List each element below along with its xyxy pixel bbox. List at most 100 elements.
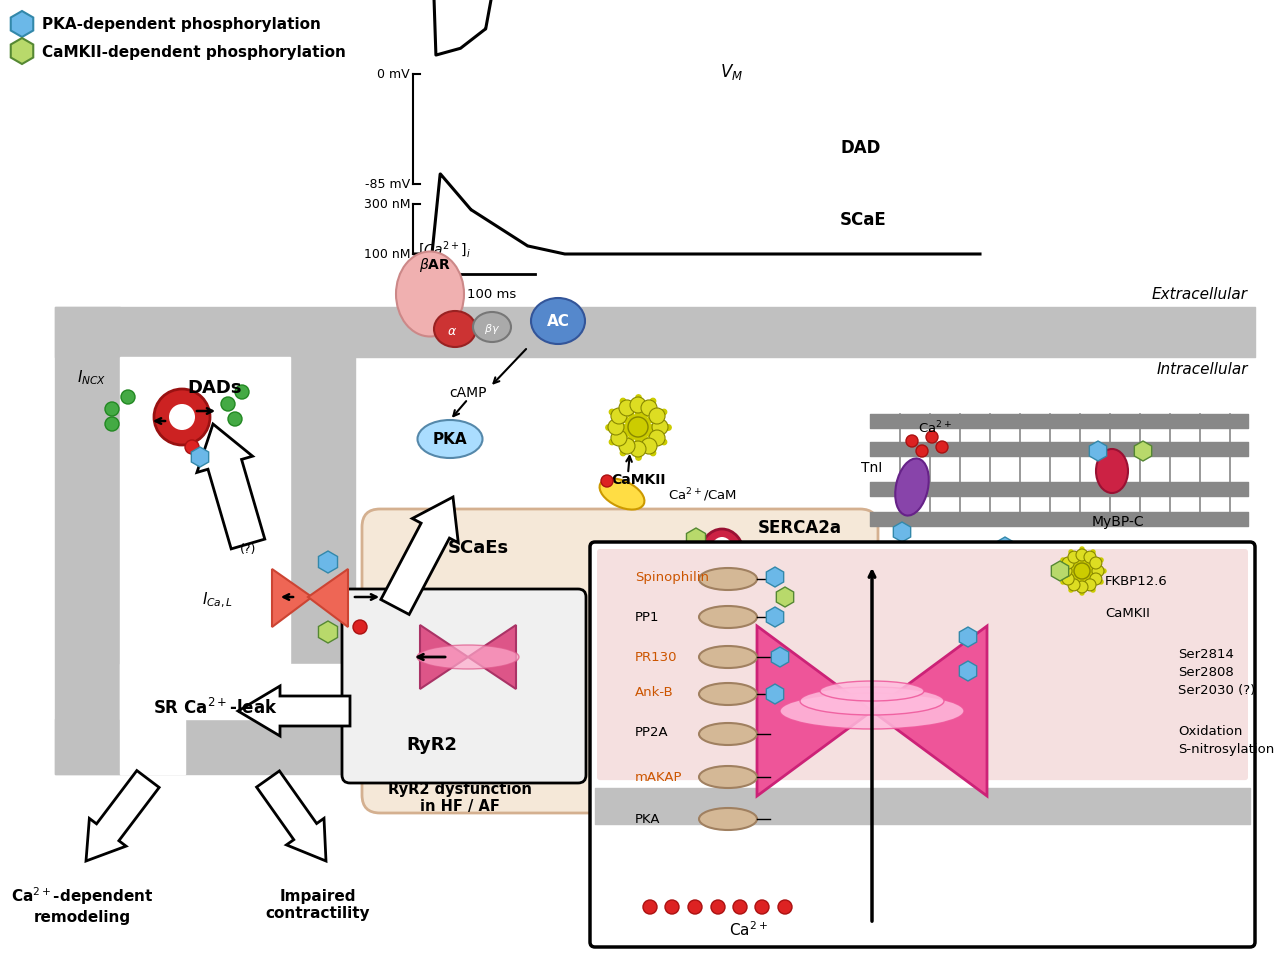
Text: S-nitrosylation: S-nitrosylation xyxy=(1178,743,1275,755)
Polygon shape xyxy=(191,448,209,467)
Text: FKBP12.6: FKBP12.6 xyxy=(1105,575,1167,588)
Circle shape xyxy=(1089,574,1102,585)
Text: Ser2814: Ser2814 xyxy=(1178,648,1234,661)
Polygon shape xyxy=(772,648,788,667)
Text: Extracellular: Extracellular xyxy=(1152,287,1248,302)
Ellipse shape xyxy=(474,312,511,343)
Text: 100 ms: 100 ms xyxy=(467,287,517,301)
Ellipse shape xyxy=(820,681,924,702)
Circle shape xyxy=(1068,579,1080,591)
Circle shape xyxy=(630,398,646,413)
Circle shape xyxy=(778,900,792,914)
Text: AC: AC xyxy=(547,314,570,330)
Circle shape xyxy=(628,418,648,437)
Text: PLB: PLB xyxy=(705,600,739,615)
Circle shape xyxy=(236,385,250,400)
Polygon shape xyxy=(959,661,977,681)
Ellipse shape xyxy=(699,568,756,590)
Text: PKA: PKA xyxy=(635,813,660,825)
Circle shape xyxy=(936,441,948,454)
Text: (?): (?) xyxy=(239,543,256,555)
Ellipse shape xyxy=(417,421,483,458)
Text: cAMP: cAMP xyxy=(449,385,486,400)
Circle shape xyxy=(649,431,666,447)
Ellipse shape xyxy=(710,537,733,570)
Polygon shape xyxy=(686,529,705,551)
Text: Ca$^{2+}$: Ca$^{2+}$ xyxy=(918,419,952,436)
Circle shape xyxy=(710,900,724,914)
Circle shape xyxy=(1062,574,1074,585)
Text: PKA-dependent phosphorylation: PKA-dependent phosphorylation xyxy=(42,17,321,33)
Text: Myofilaments: Myofilaments xyxy=(1000,560,1116,575)
Polygon shape xyxy=(1089,441,1107,461)
Polygon shape xyxy=(186,357,291,664)
Circle shape xyxy=(602,476,613,487)
Ellipse shape xyxy=(417,646,518,669)
Polygon shape xyxy=(55,308,120,775)
Ellipse shape xyxy=(895,459,929,516)
Circle shape xyxy=(353,621,367,634)
Circle shape xyxy=(906,435,918,448)
Circle shape xyxy=(925,431,938,444)
Circle shape xyxy=(611,431,627,447)
Ellipse shape xyxy=(434,311,476,348)
Text: DAD: DAD xyxy=(840,138,881,157)
Text: DADs: DADs xyxy=(188,379,242,397)
Text: $\beta$AR: $\beta$AR xyxy=(419,256,451,274)
Circle shape xyxy=(154,389,210,446)
Circle shape xyxy=(169,405,195,431)
Text: 100 nM: 100 nM xyxy=(364,248,410,261)
FancyArrow shape xyxy=(256,771,326,861)
Text: Ank-B: Ank-B xyxy=(635,686,673,699)
Text: Ser2030 (?): Ser2030 (?) xyxy=(1178,684,1256,697)
Text: Intracellular: Intracellular xyxy=(1157,362,1248,377)
Circle shape xyxy=(1074,563,1091,579)
Circle shape xyxy=(689,900,701,914)
FancyBboxPatch shape xyxy=(362,509,878,813)
Circle shape xyxy=(772,705,785,717)
Ellipse shape xyxy=(699,683,756,705)
Circle shape xyxy=(630,441,646,457)
Ellipse shape xyxy=(699,724,756,745)
Text: Oxidation: Oxidation xyxy=(1178,725,1243,738)
Ellipse shape xyxy=(531,299,585,345)
Text: Ca$^{2+}$: Ca$^{2+}$ xyxy=(736,682,774,701)
Ellipse shape xyxy=(699,647,756,668)
Polygon shape xyxy=(756,627,872,796)
Text: $\alpha$: $\alpha$ xyxy=(447,325,457,338)
Circle shape xyxy=(1076,550,1088,561)
Polygon shape xyxy=(308,570,348,628)
Text: Impaired
contractility: Impaired contractility xyxy=(266,888,370,921)
Circle shape xyxy=(756,713,768,726)
Polygon shape xyxy=(893,523,910,542)
Circle shape xyxy=(641,401,657,416)
Text: SR Ca$^{2+}$-leak: SR Ca$^{2+}$-leak xyxy=(152,698,278,717)
Ellipse shape xyxy=(780,693,964,729)
Circle shape xyxy=(755,900,769,914)
Polygon shape xyxy=(468,626,516,689)
Polygon shape xyxy=(959,628,977,648)
FancyArrow shape xyxy=(197,425,265,550)
Ellipse shape xyxy=(699,766,756,788)
Text: Ca$^{2+}$-dependent
remodeling: Ca$^{2+}$-dependent remodeling xyxy=(10,884,154,924)
Circle shape xyxy=(641,438,657,455)
Text: Spinophilin: Spinophilin xyxy=(635,571,709,584)
Circle shape xyxy=(221,398,236,411)
Text: SCaEs: SCaEs xyxy=(448,538,508,556)
Polygon shape xyxy=(10,39,33,65)
Text: -85 mV: -85 mV xyxy=(365,179,410,191)
Polygon shape xyxy=(273,570,312,628)
Text: RyR2: RyR2 xyxy=(407,735,457,753)
Text: $\beta\gamma$: $\beta\gamma$ xyxy=(484,322,500,335)
Circle shape xyxy=(1076,581,1088,593)
FancyArrow shape xyxy=(238,686,349,736)
Polygon shape xyxy=(319,552,338,574)
Circle shape xyxy=(620,438,635,455)
Polygon shape xyxy=(996,537,1014,557)
Text: TnI: TnI xyxy=(861,460,883,475)
Ellipse shape xyxy=(699,808,756,830)
Polygon shape xyxy=(1134,441,1152,461)
FancyArrow shape xyxy=(86,771,159,861)
Text: CaMKII: CaMKII xyxy=(611,473,666,486)
Circle shape xyxy=(733,900,748,914)
